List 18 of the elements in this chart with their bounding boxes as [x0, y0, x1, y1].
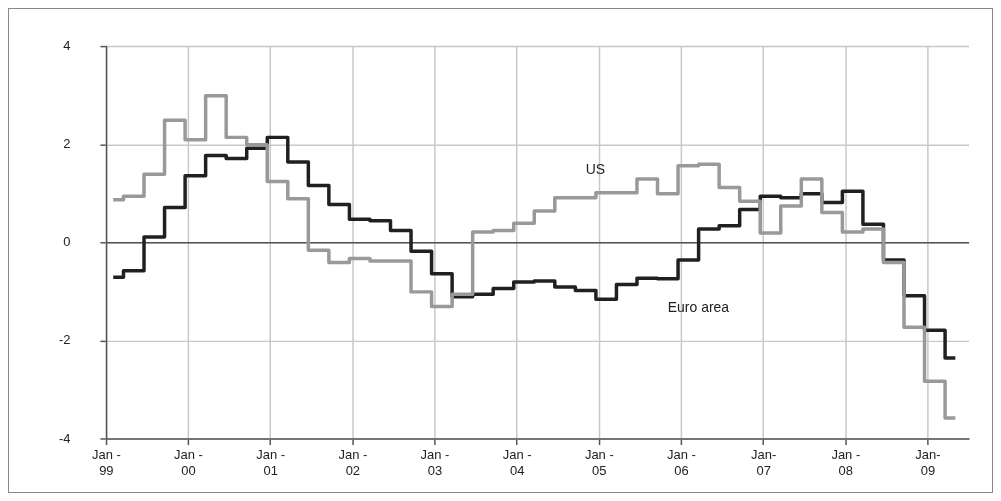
x-tick-label: Jan- 07: [751, 447, 777, 478]
x-tick-label: Jan- 09: [915, 447, 941, 478]
series-label: Euro area: [667, 299, 730, 316]
y-tick-label: -2: [58, 332, 71, 348]
x-tick-label: Jan - 04: [502, 447, 532, 478]
x-tick-label: Jan - 06: [667, 447, 696, 478]
y-tick-label: 4: [63, 38, 71, 54]
y-tick-label: 2: [63, 136, 71, 152]
y-tick-label: 0: [63, 234, 71, 250]
x-tick-label: Jan - 05: [584, 447, 614, 478]
x-tick-label: Jan - 03: [420, 447, 450, 478]
series-label: US: [585, 160, 606, 177]
x-tick-label: Jan - 08: [831, 447, 861, 478]
x-tick-label: Jan - 00: [174, 447, 203, 478]
x-tick-label: Jan - 01: [256, 447, 286, 478]
y-tick-label: -4: [58, 430, 71, 446]
x-tick-label: Jan - 02: [338, 447, 368, 478]
x-tick-label: Jan - 99: [91, 447, 121, 478]
